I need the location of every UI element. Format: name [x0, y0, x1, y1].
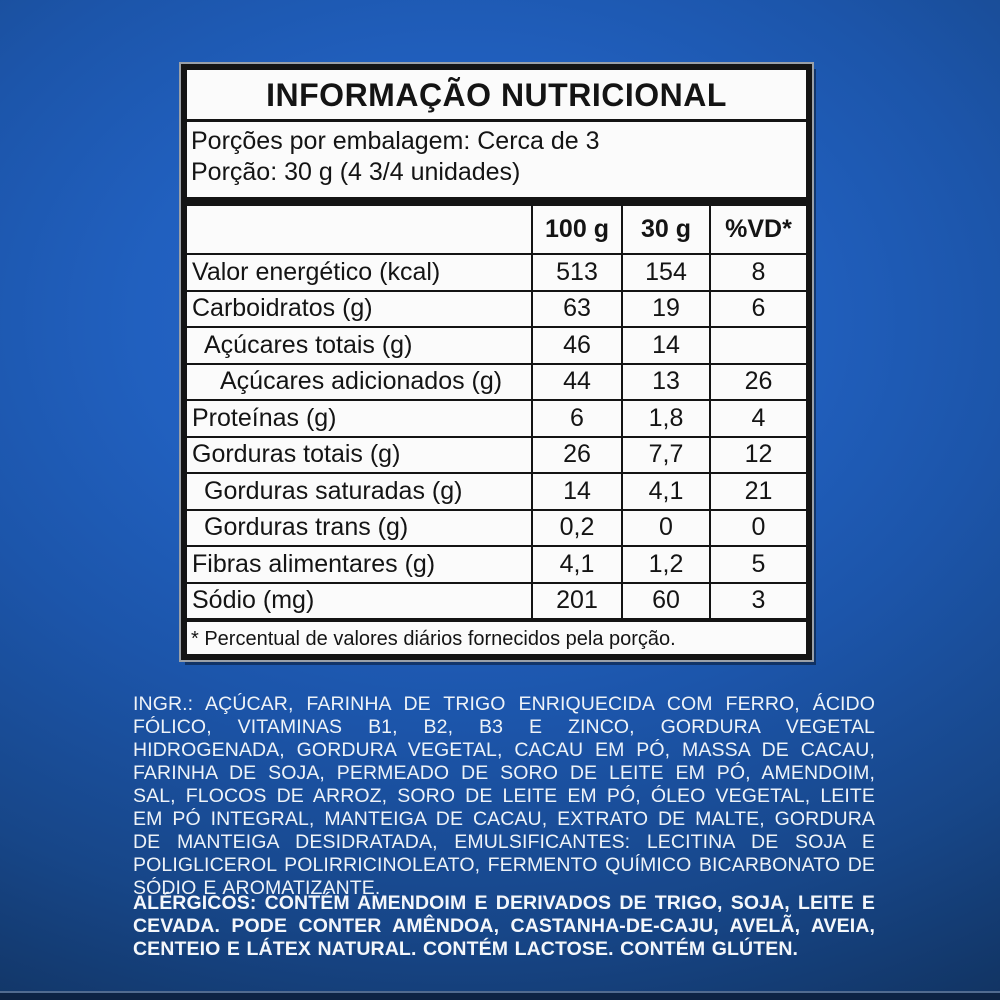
value-per-100g: 6 [531, 401, 621, 436]
table-row: Gorduras trans (g) 0,2 0 0 [187, 508, 806, 545]
row-label: Valor energético (kcal) [192, 257, 441, 286]
row-label: Gorduras trans (g) [204, 513, 409, 542]
value-percent-vd: 0 [709, 510, 806, 545]
header-thick-bar [187, 197, 806, 206]
row-label: Fibras alimentares (g) [192, 549, 436, 578]
value-percent-vd: 3 [709, 583, 806, 618]
value-per-100g: 46 [531, 328, 621, 363]
ingredients-paragraph: INGR.: AÇÚCAR, FARINHA DE TRIGO ENRIQUEC… [133, 693, 875, 899]
value-per-30g: 4,1 [621, 474, 709, 509]
value-percent-vd: 4 [709, 401, 806, 436]
nutrition-panel-title: INFORMAÇÃO NUTRICIONAL [266, 77, 727, 113]
value-per-30g: 1,2 [621, 547, 709, 582]
value-per-100g: 513 [531, 255, 621, 290]
footnote-section: * Percentual de valores diários fornecid… [187, 618, 806, 651]
row-label: Proteínas (g) [192, 403, 337, 432]
value-per-30g: 19 [621, 291, 709, 326]
allergens-paragraph: ALÉRGICOS: CONTÉM AMENDOIM E DERIVADOS D… [133, 892, 875, 960]
value-per-100g: 44 [531, 364, 621, 399]
table-row: Açúcares totais (g) 46 14 [187, 326, 806, 363]
table-row: Açúcares adicionados (g) 44 13 26 [187, 362, 806, 399]
value-per-100g: 201 [531, 583, 621, 618]
header-empty-cell [187, 206, 531, 253]
value-per-30g: 60 [621, 583, 709, 618]
value-per-30g: 7,7 [621, 437, 709, 472]
column-header-100g: 100 g [531, 206, 621, 253]
value-per-100g: 4,1 [531, 547, 621, 582]
table-row: Gorduras saturadas (g) 14 4,1 21 [187, 472, 806, 509]
daily-value-footnote: * Percentual de valores diários fornecid… [191, 628, 676, 650]
value-percent-vd: 21 [709, 474, 806, 509]
table-header-row: 100 g 30 g %VD* [187, 206, 806, 253]
table-row: Proteínas (g) 6 1,8 4 [187, 399, 806, 436]
value-per-100g: 14 [531, 474, 621, 509]
value-percent-vd: 6 [709, 291, 806, 326]
row-label: Gorduras saturadas (g) [204, 476, 463, 505]
nutrition-facts-panel: INFORMAÇÃO NUTRICIONAL Porções por embal… [181, 64, 812, 660]
value-per-30g: 13 [621, 364, 709, 399]
row-label: Açúcares totais (g) [204, 330, 413, 359]
value-percent-vd: 8 [709, 255, 806, 290]
title-divider [187, 119, 806, 122]
value-percent-vd [709, 328, 806, 363]
portion-size: Porção: 30 g (4 3/4 unidades) [191, 158, 521, 186]
table-row: Sódio (mg) 201 60 3 [187, 581, 806, 618]
table-row: Fibras alimentares (g) 4,1 1,2 5 [187, 545, 806, 582]
row-label: Sódio (mg) [192, 586, 315, 615]
column-header-30g: 30 g [621, 206, 709, 253]
servings-per-package: Porções por embalagem: Cerca de 3 [191, 127, 600, 155]
nutrition-rows: Valor energético (kcal) 513 154 8 Carboidrat… [187, 253, 806, 618]
value-per-100g: 0,2 [531, 510, 621, 545]
value-per-100g: 63 [531, 291, 621, 326]
row-label: Açúcares adicionados (g) [220, 367, 503, 396]
value-per-100g: 26 [531, 437, 621, 472]
table-row: Valor energético (kcal) 513 154 8 [187, 253, 806, 290]
value-per-30g: 0 [621, 510, 709, 545]
value-per-30g: 154 [621, 255, 709, 290]
serving-info-block: Porções por embalagem: Cerca de 3 Porção… [187, 122, 806, 197]
row-label: Gorduras totais (g) [192, 440, 401, 469]
table-row: Gorduras totais (g) 26 7,7 12 [187, 435, 806, 472]
bottom-edge-strip [0, 991, 1000, 1000]
column-header-percent-vd: %VD* [709, 206, 806, 253]
value-per-30g: 14 [621, 328, 709, 363]
value-per-30g: 1,8 [621, 401, 709, 436]
value-percent-vd: 26 [709, 364, 806, 399]
value-percent-vd: 5 [709, 547, 806, 582]
row-label: Carboidratos (g) [192, 294, 373, 323]
value-percent-vd: 12 [709, 437, 806, 472]
table-row: Carboidratos (g) 63 19 6 [187, 289, 806, 326]
